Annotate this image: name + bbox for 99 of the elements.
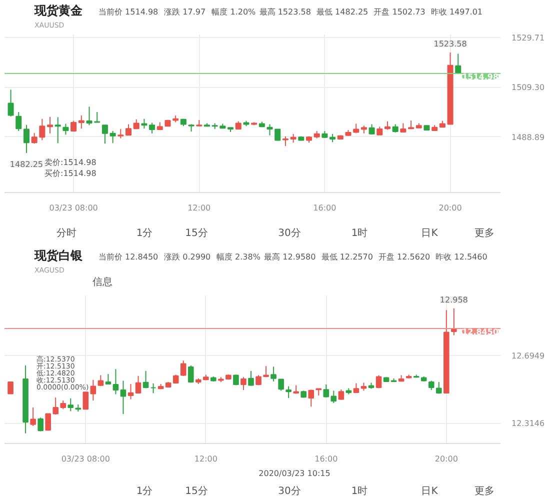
y-tick-label: 12.3146 bbox=[512, 419, 545, 428]
ref-line-label: 12.8450 bbox=[462, 327, 499, 336]
text: 最高 12.9580 bbox=[264, 252, 316, 262]
candlestick bbox=[39, 118, 46, 141]
text: 1分 bbox=[136, 485, 153, 497]
candlestick bbox=[133, 118, 140, 130]
candlestick bbox=[102, 124, 108, 144]
y-tick-label: 12.6949 bbox=[512, 351, 545, 360]
annotation: 卖价:1514.98 bbox=[44, 158, 96, 167]
text: 最低 12.2570 bbox=[321, 252, 373, 262]
text: 30分 bbox=[278, 485, 301, 497]
x-tick-label: 12:00 bbox=[188, 204, 211, 212]
candlestick bbox=[323, 384, 330, 398]
y-tick-label: 1488.89 bbox=[512, 132, 545, 142]
text: 幅度 2.38% bbox=[216, 252, 261, 262]
text: 信息 bbox=[92, 276, 112, 288]
text: 昨收 1497.01 bbox=[430, 8, 483, 16]
text: 开盘 1502.73 bbox=[374, 8, 426, 16]
text: 幅度 1.20% bbox=[212, 8, 256, 16]
candlestick bbox=[70, 120, 77, 132]
candlestick bbox=[376, 374, 382, 389]
candlestick bbox=[62, 123, 69, 136]
chart-title: 现货白银 bbox=[34, 248, 84, 262]
candlestick bbox=[120, 380, 126, 415]
y-tick-label: 1529.71 bbox=[512, 34, 545, 43]
candlestick bbox=[149, 122, 156, 134]
candlestick bbox=[278, 378, 284, 392]
x-tick-label: 16:00 bbox=[314, 454, 338, 464]
text: 1时 bbox=[351, 485, 368, 497]
candlestick bbox=[368, 124, 375, 135]
x-tick-label: 16:00 bbox=[313, 204, 336, 212]
candlestick bbox=[78, 114, 84, 130]
annotation: 买价:1514.98 bbox=[44, 169, 96, 178]
candlestick bbox=[338, 388, 344, 400]
candlestick bbox=[110, 130, 116, 144]
text: 15分 bbox=[185, 227, 208, 239]
text: 涨跌 17.97 bbox=[164, 8, 206, 16]
candlestick bbox=[353, 123, 360, 134]
candlestick bbox=[16, 112, 22, 132]
candlestick bbox=[330, 390, 337, 404]
text: 日K bbox=[421, 228, 438, 239]
x-tick-label: 20:00 bbox=[434, 454, 458, 464]
text: 当前价 12.8450 bbox=[98, 252, 158, 262]
text: 日K bbox=[421, 486, 438, 497]
candlestick bbox=[23, 124, 30, 154]
candlestick bbox=[135, 375, 142, 394]
annotation: 1482.25 bbox=[10, 160, 44, 169]
candlestick bbox=[308, 389, 314, 408]
candlestick bbox=[142, 370, 149, 389]
text: 最低 1482.25 bbox=[316, 8, 368, 16]
candlestick bbox=[8, 381, 14, 394]
annotation: 1523.58 bbox=[434, 40, 467, 49]
text: 30分 bbox=[278, 227, 301, 239]
candlestick bbox=[82, 392, 89, 410]
annotation: 12.958 bbox=[440, 295, 468, 304]
text: 更多 bbox=[474, 227, 494, 239]
candlestick bbox=[54, 116, 61, 144]
candlestick bbox=[31, 132, 38, 144]
candlestick bbox=[282, 136, 288, 147]
y-tick-label: 1509.30 bbox=[512, 83, 545, 92]
text: 当前价 1514.98 bbox=[98, 8, 158, 16]
x-tick-label: 20:00 bbox=[438, 204, 462, 212]
candlestick bbox=[428, 380, 434, 391]
candlestick bbox=[286, 386, 292, 399]
candlestick bbox=[112, 368, 119, 395]
candlestick bbox=[248, 370, 254, 386]
text: 涨跌 0.2990 bbox=[164, 252, 211, 262]
candlestick bbox=[125, 124, 132, 136]
candlestick bbox=[240, 376, 246, 391]
candlestick bbox=[47, 116, 54, 134]
candlestick bbox=[30, 406, 36, 427]
candlestick bbox=[150, 382, 156, 394]
candlestick bbox=[90, 379, 96, 402]
candlestick bbox=[436, 381, 442, 394]
text: 开盘 12.5620 bbox=[378, 252, 430, 262]
text: 分时 bbox=[56, 227, 76, 239]
candlestick bbox=[141, 118, 148, 130]
x-tick-label: 03/23 08:00 bbox=[49, 204, 98, 212]
text: 2020/03/23 10:15 bbox=[258, 469, 330, 478]
candlestick bbox=[266, 124, 273, 136]
text: 最高 1523.58 bbox=[259, 8, 311, 16]
x-tick-label: 12:00 bbox=[194, 454, 218, 464]
x-tick-label: 03/23 08:00 bbox=[61, 454, 110, 464]
candlestick bbox=[270, 366, 276, 382]
candlestick bbox=[188, 364, 194, 384]
candlestick bbox=[180, 360, 186, 376]
candlestick bbox=[8, 89, 14, 117]
candlestick bbox=[128, 383, 134, 400]
text: 昨收 12.5460 bbox=[436, 252, 488, 262]
text: 1分 bbox=[136, 227, 153, 239]
chart-title: 现货黄金 bbox=[34, 4, 84, 18]
text: 更多 bbox=[474, 485, 494, 497]
text: 15分 bbox=[185, 485, 208, 497]
text: 1时 bbox=[351, 227, 368, 239]
candlestick bbox=[68, 398, 74, 412]
candlestick bbox=[38, 417, 44, 432]
candlestick bbox=[118, 128, 124, 139]
ref-line-label: 1514.98 bbox=[462, 72, 499, 82]
candlestick bbox=[105, 373, 112, 385]
